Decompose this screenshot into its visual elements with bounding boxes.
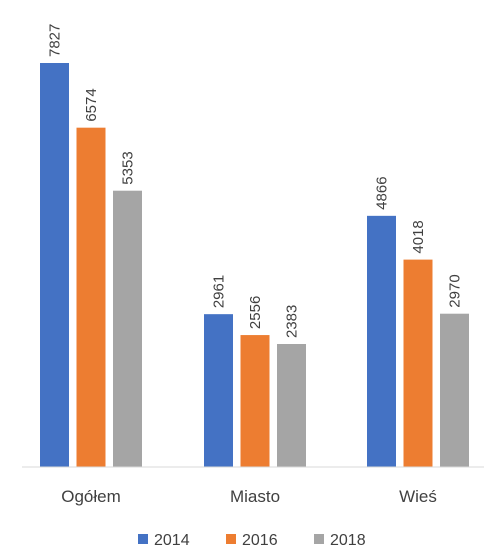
bars-layer bbox=[40, 63, 469, 467]
legend-label-2014: 2014 bbox=[154, 532, 190, 549]
category-labels-layer: Ogółem Miasto Wieś bbox=[61, 487, 437, 506]
category-label-miasto: Miasto bbox=[230, 487, 280, 506]
legend-label-2018: 2018 bbox=[330, 532, 366, 549]
legend: 2014 2016 2018 bbox=[138, 532, 366, 549]
bar-wies-2016 bbox=[403, 259, 433, 467]
data-label-miasto-2014: 2961 bbox=[211, 275, 228, 308]
data-label-wies-2018: 2970 bbox=[447, 274, 464, 307]
data-label-miasto-2018: 2383 bbox=[284, 305, 301, 338]
data-label-ogolem-2014: 7827 bbox=[47, 24, 64, 57]
data-label-wies-2016: 4018 bbox=[410, 220, 427, 253]
legend-swatch-2016 bbox=[226, 534, 236, 544]
bar-ogolem-2018 bbox=[113, 190, 142, 467]
category-label-ogolem: Ogółem bbox=[61, 487, 121, 506]
data-label-miasto-2016: 2556 bbox=[247, 296, 264, 329]
legend-label-2016: 2016 bbox=[242, 532, 278, 549]
legend-swatch-2018 bbox=[314, 534, 324, 544]
legend-swatch-2014 bbox=[138, 534, 148, 544]
category-label-wies: Wieś bbox=[399, 487, 437, 506]
bar-wies-2018 bbox=[440, 313, 469, 467]
bar-miasto-2014 bbox=[204, 314, 233, 467]
data-label-wies-2014: 4866 bbox=[374, 176, 391, 209]
value-labels-layer: 7827 6574 5353 2961 2556 2383 4866 4018 2970 bbox=[47, 24, 464, 338]
bar-miasto-2018 bbox=[277, 343, 306, 467]
data-label-ogolem-2018: 5353 bbox=[120, 151, 137, 184]
bar-ogolem-2016 bbox=[76, 127, 106, 467]
bar-ogolem-2014 bbox=[40, 63, 69, 467]
bar-wies-2014 bbox=[367, 215, 396, 467]
bar-miasto-2016 bbox=[240, 335, 270, 467]
data-label-ogolem-2016: 6574 bbox=[83, 88, 100, 121]
